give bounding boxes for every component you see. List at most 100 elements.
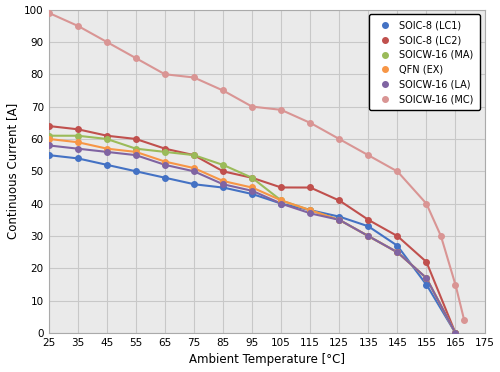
SOIC-8 (LC1) <box>191 182 197 186</box>
SOICW-16 (MA) <box>366 234 372 238</box>
SOICW-16 (LA) <box>162 163 168 167</box>
SOIC-8 (LC2) <box>452 331 458 335</box>
SOICW-16 (LA) <box>46 143 52 148</box>
SOICW-16 (LA) <box>307 211 313 216</box>
SOICW-16 (MC) <box>307 121 313 125</box>
SOIC-8 (LC1) <box>424 282 430 287</box>
SOICW-16 (MA) <box>133 147 139 151</box>
QFN (EX) <box>249 185 255 190</box>
SOICW-16 (MC) <box>438 234 444 238</box>
SOICW-16 (MC) <box>424 201 430 206</box>
SOIC-8 (LC1) <box>366 224 372 228</box>
SOIC-8 (LC1) <box>452 331 458 335</box>
SOIC-8 (LC2) <box>394 234 400 238</box>
SOICW-16 (MA) <box>278 198 284 203</box>
SOICW-16 (MC) <box>336 137 342 141</box>
SOIC-8 (LC1) <box>133 169 139 173</box>
SOICW-16 (MA) <box>220 163 226 167</box>
SOICW-16 (MC) <box>191 75 197 80</box>
SOIC-8 (LC2) <box>307 185 313 190</box>
SOIC-8 (LC2) <box>424 260 430 264</box>
QFN (EX) <box>74 140 80 144</box>
SOICW-16 (LA) <box>191 169 197 173</box>
QFN (EX) <box>336 218 342 222</box>
SOIC-8 (LC2) <box>46 124 52 128</box>
SOICW-16 (LA) <box>104 150 110 154</box>
QFN (EX) <box>394 250 400 254</box>
SOIC-8 (LC1) <box>336 214 342 219</box>
SOIC-8 (LC2) <box>162 147 168 151</box>
QFN (EX) <box>191 166 197 170</box>
SOICW-16 (MC) <box>394 169 400 173</box>
SOICW-16 (MC) <box>133 56 139 60</box>
QFN (EX) <box>133 150 139 154</box>
SOICW-16 (LA) <box>366 234 372 238</box>
SOICW-16 (MC) <box>249 105 255 109</box>
SOICW-16 (LA) <box>424 276 430 280</box>
SOICW-16 (MA) <box>74 134 80 138</box>
QFN (EX) <box>162 159 168 164</box>
QFN (EX) <box>104 147 110 151</box>
SOICW-16 (MC) <box>278 108 284 112</box>
QFN (EX) <box>366 234 372 238</box>
SOIC-8 (LC1) <box>394 243 400 248</box>
SOICW-16 (MA) <box>104 137 110 141</box>
SOICW-16 (MC) <box>162 72 168 77</box>
SOIC-8 (LC1) <box>278 201 284 206</box>
SOICW-16 (MA) <box>307 208 313 212</box>
SOIC-8 (LC1) <box>162 176 168 180</box>
Legend: SOIC-8 (LC1), SOIC-8 (LC2), SOICW-16 (MA), QFN (EX), SOICW-16 (LA), SOICW-16 (MC: SOIC-8 (LC1), SOIC-8 (LC2), SOICW-16 (MA… <box>370 15 480 110</box>
SOICW-16 (MC) <box>461 318 467 322</box>
SOICW-16 (MA) <box>424 276 430 280</box>
SOICW-16 (MA) <box>249 176 255 180</box>
SOICW-16 (LA) <box>394 250 400 254</box>
SOIC-8 (LC1) <box>307 208 313 212</box>
QFN (EX) <box>452 331 458 335</box>
SOIC-8 (LC1) <box>220 185 226 190</box>
Line: SOIC-8 (LC1): SOIC-8 (LC1) <box>46 153 458 336</box>
SOIC-8 (LC1) <box>46 153 52 157</box>
SOICW-16 (LA) <box>452 331 458 335</box>
QFN (EX) <box>424 276 430 280</box>
Line: QFN (EX): QFN (EX) <box>46 136 458 336</box>
QFN (EX) <box>278 198 284 203</box>
SOIC-8 (LC2) <box>74 127 80 131</box>
SOICW-16 (MC) <box>366 153 372 157</box>
SOICW-16 (LA) <box>74 147 80 151</box>
SOIC-8 (LC2) <box>249 176 255 180</box>
SOICW-16 (MC) <box>104 40 110 44</box>
SOICW-16 (LA) <box>336 218 342 222</box>
SOICW-16 (MA) <box>452 331 458 335</box>
SOICW-16 (MC) <box>74 23 80 28</box>
SOIC-8 (LC2) <box>278 185 284 190</box>
SOIC-8 (LC2) <box>191 153 197 157</box>
SOICW-16 (MC) <box>452 282 458 287</box>
SOICW-16 (MA) <box>336 218 342 222</box>
SOIC-8 (LC2) <box>366 218 372 222</box>
SOICW-16 (LA) <box>133 153 139 157</box>
SOIC-8 (LC2) <box>220 169 226 173</box>
QFN (EX) <box>46 137 52 141</box>
SOICW-16 (MA) <box>191 153 197 157</box>
Line: SOICW-16 (MA): SOICW-16 (MA) <box>46 133 458 336</box>
SOIC-8 (LC1) <box>104 163 110 167</box>
Line: SOICW-16 (LA): SOICW-16 (LA) <box>46 142 458 336</box>
SOICW-16 (LA) <box>278 201 284 206</box>
SOIC-8 (LC1) <box>249 192 255 196</box>
SOIC-8 (LC1) <box>74 156 80 161</box>
SOICW-16 (LA) <box>249 189 255 193</box>
SOICW-16 (LA) <box>220 182 226 186</box>
SOICW-16 (MC) <box>220 88 226 93</box>
Line: SOIC-8 (LC2): SOIC-8 (LC2) <box>46 123 458 336</box>
SOICW-16 (MA) <box>162 150 168 154</box>
Y-axis label: Continuous Current [A]: Continuous Current [A] <box>6 103 18 240</box>
SOIC-8 (LC2) <box>133 137 139 141</box>
Line: SOICW-16 (MC): SOICW-16 (MC) <box>46 10 467 323</box>
SOICW-16 (MA) <box>394 250 400 254</box>
QFN (EX) <box>307 208 313 212</box>
QFN (EX) <box>220 179 226 183</box>
SOICW-16 (MA) <box>46 134 52 138</box>
SOIC-8 (LC2) <box>104 134 110 138</box>
X-axis label: Ambient Temperature [°C]: Ambient Temperature [°C] <box>188 353 344 366</box>
SOICW-16 (MC) <box>46 10 52 15</box>
